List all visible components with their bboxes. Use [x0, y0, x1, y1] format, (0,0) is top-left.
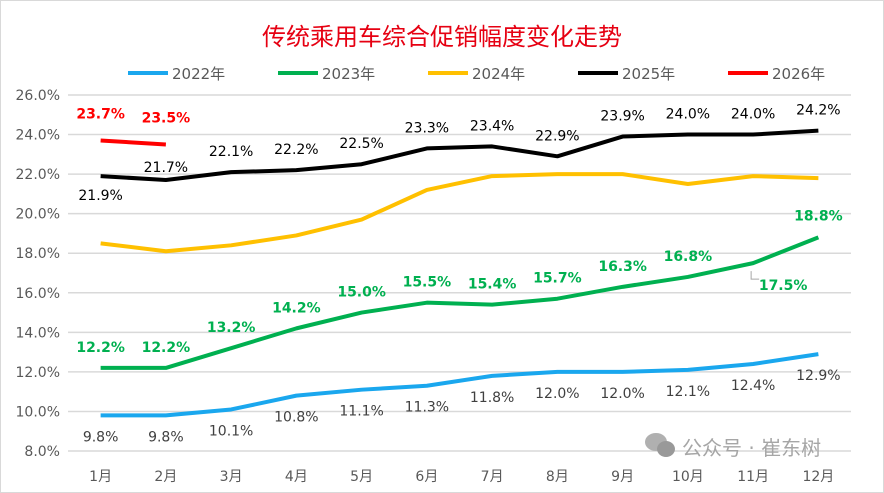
y-tick-label: 22.0%: [16, 167, 60, 183]
x-tick-label: 11月: [737, 469, 769, 485]
data-label: 15.7%: [533, 271, 582, 287]
x-tick-label: 2月: [154, 469, 177, 485]
y-tick-label: 14.0%: [16, 325, 60, 341]
data-label: 23.5%: [142, 110, 191, 126]
data-label: 17.5%: [759, 278, 808, 294]
x-tick-label: 9月: [611, 469, 634, 485]
data-label: 22.2%: [274, 142, 318, 158]
series-line: [100, 235, 820, 370]
legend-label: 2025年: [622, 65, 675, 83]
x-tick-label: 5月: [350, 469, 373, 485]
data-label: 23.7%: [76, 106, 125, 122]
data-label: 14.2%: [272, 300, 321, 316]
data-label: 12.2%: [142, 340, 191, 356]
data-label: 22.1%: [209, 144, 253, 160]
legend-item: 2023年: [278, 65, 375, 83]
data-label: 21.7%: [144, 160, 188, 176]
data-label: 15.4%: [468, 277, 517, 293]
x-tick-label: 1月: [89, 469, 112, 485]
data-label: 12.9%: [796, 368, 840, 384]
legend-item: 2025年: [578, 65, 675, 83]
series-line: [100, 352, 819, 418]
legend-label: 2026年: [772, 65, 825, 83]
legend-label: 2024年: [472, 65, 525, 83]
data-label: 16.8%: [664, 249, 713, 265]
data-label: 13.2%: [207, 320, 256, 336]
data-label: 12.2%: [76, 340, 125, 356]
chart-title: 传统乘用车综合促销幅度变化走势: [262, 23, 622, 51]
watermark: 公众号 · 崔东树: [645, 433, 821, 460]
legend-label: 2023年: [322, 65, 375, 83]
y-tick-label: 24.0%: [16, 128, 60, 144]
series-line: [100, 128, 819, 183]
x-tick-label: 8月: [546, 469, 569, 485]
data-label: 23.4%: [470, 118, 514, 134]
y-tick-label: 20.0%: [16, 207, 60, 223]
y-tick-label: 26.0%: [16, 88, 60, 104]
data-label: 24.2%: [796, 103, 840, 119]
data-label: 11.1%: [339, 404, 383, 420]
wechat-icon: [645, 433, 675, 457]
data-label: 15.5%: [403, 275, 452, 291]
data-label: 11.8%: [470, 390, 514, 406]
legend-label: 2022年: [172, 65, 225, 83]
x-tick-label: 4月: [285, 469, 308, 485]
data-label: 15.0%: [337, 285, 386, 301]
y-tick-label: 12.0%: [16, 365, 60, 381]
x-tick-label: 12月: [802, 469, 834, 485]
y-tick-label: 16.0%: [16, 286, 60, 302]
x-tick-label: 7月: [481, 469, 504, 485]
data-label: 18.8%: [794, 208, 843, 224]
y-tick-label: 8.0%: [24, 444, 60, 460]
legend-item: 2022年: [128, 65, 225, 83]
x-tick-label: 6月: [415, 469, 438, 485]
data-label: 22.5%: [339, 136, 383, 152]
legend-item: 2024年: [428, 65, 525, 83]
data-label: 16.3%: [598, 259, 647, 275]
series-line: [100, 138, 166, 147]
data-label: 10.8%: [274, 410, 318, 426]
x-tick-label: 3月: [220, 469, 243, 485]
data-label: 12.0%: [600, 386, 644, 402]
y-tick-label: 10.0%: [16, 404, 60, 420]
data-label: 9.8%: [83, 429, 119, 445]
data-label: 23.9%: [600, 109, 644, 125]
x-tick-label: 10月: [672, 469, 704, 485]
watermark-text: 公众号 · 崔东树: [682, 436, 821, 460]
data-label: 12.1%: [666, 384, 710, 400]
data-label: 24.0%: [666, 107, 710, 123]
data-label: 24.0%: [731, 107, 775, 123]
y-tick-label: 18.0%: [16, 246, 60, 262]
data-label: 12.4%: [731, 378, 775, 394]
data-label: 12.0%: [535, 386, 579, 402]
data-label: 23.3%: [405, 120, 449, 136]
data-label: 11.3%: [405, 400, 449, 416]
legend-item: 2026年: [728, 65, 825, 83]
data-label: 10.1%: [209, 423, 253, 439]
data-label: 22.9%: [535, 128, 579, 144]
data-label: 9.8%: [148, 429, 184, 445]
leader-line: [750, 271, 760, 280]
series-line: [100, 172, 819, 254]
data-label: 21.9%: [78, 188, 122, 204]
